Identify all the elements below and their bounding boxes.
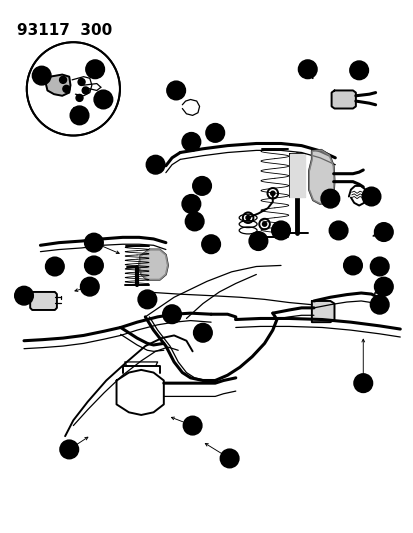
Circle shape xyxy=(84,256,103,274)
Text: 19: 19 xyxy=(166,310,178,319)
Text: 3: 3 xyxy=(376,262,382,271)
Circle shape xyxy=(138,290,156,309)
Circle shape xyxy=(63,85,70,92)
Circle shape xyxy=(166,81,185,100)
Polygon shape xyxy=(290,154,304,197)
Text: 8: 8 xyxy=(327,194,332,203)
Polygon shape xyxy=(311,301,334,322)
Circle shape xyxy=(349,61,368,79)
Circle shape xyxy=(32,66,51,85)
Circle shape xyxy=(220,449,238,468)
Circle shape xyxy=(361,187,380,206)
Text: 2: 2 xyxy=(376,300,382,309)
Polygon shape xyxy=(331,91,355,109)
Circle shape xyxy=(15,286,33,305)
Circle shape xyxy=(271,221,290,240)
Text: 12: 12 xyxy=(223,454,235,463)
Circle shape xyxy=(146,156,164,174)
Text: 22: 22 xyxy=(84,282,95,291)
Circle shape xyxy=(343,256,361,274)
Circle shape xyxy=(182,133,200,151)
Circle shape xyxy=(85,60,104,78)
Circle shape xyxy=(45,257,64,276)
Circle shape xyxy=(370,257,388,276)
Circle shape xyxy=(205,124,224,142)
Circle shape xyxy=(76,94,83,101)
Circle shape xyxy=(94,90,112,109)
Circle shape xyxy=(192,176,211,195)
Text: 6: 6 xyxy=(335,226,341,235)
Text: 27: 27 xyxy=(36,71,47,80)
Text: 14: 14 xyxy=(196,181,207,190)
Circle shape xyxy=(70,106,88,125)
Text: 1: 1 xyxy=(380,282,386,291)
Text: 17: 17 xyxy=(205,240,216,249)
Text: 5: 5 xyxy=(380,228,386,237)
Polygon shape xyxy=(30,292,57,310)
Text: 12: 12 xyxy=(209,128,221,138)
Text: 28: 28 xyxy=(186,421,198,430)
Circle shape xyxy=(59,76,66,83)
Text: 31: 31 xyxy=(88,261,100,270)
Text: 21: 21 xyxy=(18,291,30,300)
Polygon shape xyxy=(139,249,168,280)
Text: 7: 7 xyxy=(278,226,283,235)
Circle shape xyxy=(82,87,89,94)
Text: 26: 26 xyxy=(356,378,368,387)
Text: 25: 25 xyxy=(49,262,61,271)
Text: 10: 10 xyxy=(301,64,313,74)
Text: 20: 20 xyxy=(197,328,208,337)
Circle shape xyxy=(353,374,372,392)
Circle shape xyxy=(374,277,392,296)
Text: 29: 29 xyxy=(365,192,376,201)
Text: 11: 11 xyxy=(170,86,182,95)
Circle shape xyxy=(245,216,249,220)
Text: 7: 7 xyxy=(100,95,106,104)
Circle shape xyxy=(370,295,388,314)
Text: 23: 23 xyxy=(74,111,85,120)
Circle shape xyxy=(249,232,267,251)
Text: 18: 18 xyxy=(252,237,263,246)
Text: 93117  300: 93117 300 xyxy=(17,23,112,38)
Circle shape xyxy=(193,324,211,342)
Text: 27: 27 xyxy=(150,160,161,169)
Circle shape xyxy=(78,78,85,85)
Circle shape xyxy=(81,277,99,296)
Circle shape xyxy=(185,212,204,231)
Text: 13: 13 xyxy=(141,295,153,304)
Circle shape xyxy=(60,440,78,459)
Circle shape xyxy=(162,305,181,324)
Polygon shape xyxy=(308,150,334,204)
Text: 9: 9 xyxy=(356,66,361,75)
Text: 13: 13 xyxy=(185,138,197,147)
Text: 30: 30 xyxy=(88,238,100,247)
Circle shape xyxy=(374,223,392,241)
Circle shape xyxy=(328,221,347,240)
Circle shape xyxy=(262,222,266,226)
Circle shape xyxy=(270,191,274,196)
Text: 24: 24 xyxy=(89,64,101,74)
Text: 16: 16 xyxy=(188,217,200,226)
Text: 32: 32 xyxy=(63,445,75,454)
Circle shape xyxy=(27,42,120,135)
Circle shape xyxy=(182,195,200,213)
Polygon shape xyxy=(46,75,70,96)
Circle shape xyxy=(298,60,316,78)
Text: 15: 15 xyxy=(185,199,197,208)
Text: 4: 4 xyxy=(349,261,355,270)
Circle shape xyxy=(183,416,202,435)
Circle shape xyxy=(84,233,103,252)
Circle shape xyxy=(320,189,339,208)
Circle shape xyxy=(202,235,220,254)
